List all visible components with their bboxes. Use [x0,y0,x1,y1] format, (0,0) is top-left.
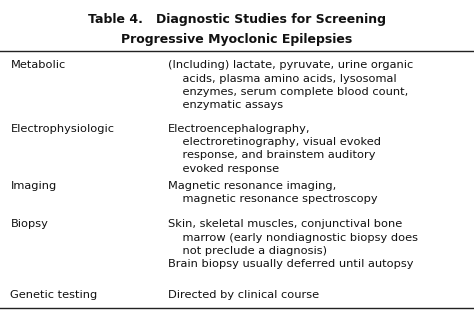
Text: Imaging: Imaging [10,181,57,191]
Text: Table 4.   Diagnostic Studies for Screening: Table 4. Diagnostic Studies for Screenin… [88,13,386,26]
Text: Biopsy: Biopsy [10,219,48,229]
Text: Directed by clinical course: Directed by clinical course [168,290,319,300]
Text: Electroencephalography,
    electroretinography, visual evoked
    response, and: Electroencephalography, electroretinogra… [168,124,381,174]
Text: Electrophysiologic: Electrophysiologic [10,124,114,134]
Text: Genetic testing: Genetic testing [10,290,98,300]
Text: Magnetic resonance imaging,
    magnetic resonance spectroscopy: Magnetic resonance imaging, magnetic res… [168,181,378,204]
Text: Progressive Myoclonic Epilepsies: Progressive Myoclonic Epilepsies [121,33,353,46]
Text: Skin, skeletal muscles, conjunctival bone
    marrow (early nondiagnostic biopsy: Skin, skeletal muscles, conjunctival bon… [168,219,418,269]
Text: (Including) lactate, pyruvate, urine organic
    acids, plasma amino acids, lyso: (Including) lactate, pyruvate, urine org… [168,60,413,110]
Text: Metabolic: Metabolic [10,60,66,70]
